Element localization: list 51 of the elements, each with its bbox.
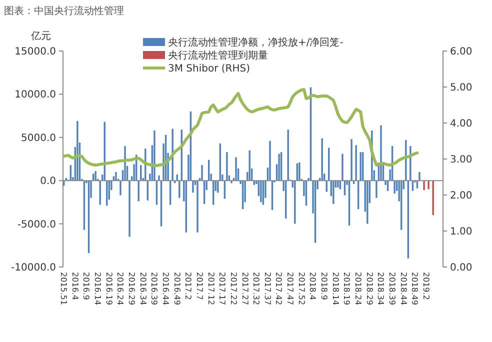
x-tick-label: 2017.2 <box>184 272 193 300</box>
x-tick-label: 2016.14 <box>93 272 102 306</box>
x-tick-label: 2016.4 <box>70 272 80 300</box>
x-tick-label: 2018.39 <box>388 272 397 306</box>
y2-tick-label: 4.00 <box>450 118 472 130</box>
x-tick-label: 2017.32 <box>252 272 261 306</box>
y2-tick-label: 1.00 <box>450 226 472 238</box>
x-tick-label: 2016.34 <box>138 272 148 306</box>
y2-tick-label: 2.00 <box>450 190 472 202</box>
x-tick-label: 2016.9 <box>82 272 91 300</box>
y-tick-label: 15000.0 <box>14 46 56 58</box>
legend-label: 央行流动性管理到期量 <box>168 50 268 62</box>
x-tick-label: 2017.7 <box>194 272 204 300</box>
y-tick-label: 10000.0 <box>14 90 56 101</box>
x-tick-label: 2017.52 <box>296 272 306 306</box>
x-tick-label: 2018.9 <box>320 272 329 300</box>
x-tick-label: 2018.19 <box>342 272 352 306</box>
x-tick-label: 2016.39 <box>150 272 159 306</box>
chart-title: 图表：中国央行流动性管理 <box>4 5 124 17</box>
x-tick-label: 2018.24 <box>354 272 363 306</box>
y-tick-label: 5000.0 <box>21 132 56 144</box>
x-tick-label: 2017.47 <box>286 272 295 306</box>
y-tick-label: -10000.0 <box>11 262 56 274</box>
x-tick-label: 2016.19 <box>104 272 114 306</box>
x-tick-label: 2017.37 <box>262 272 272 306</box>
x-tick-label: 2016.24 <box>116 272 125 306</box>
x-tick-label: 2017.22 <box>228 272 238 306</box>
x-tick-label: 2019.2 <box>421 272 430 300</box>
x-tick-label: 2018.49 <box>410 272 420 306</box>
y2-tick-label: 3.00 <box>450 154 472 166</box>
x-tick-label: 2018.44 <box>398 272 408 306</box>
y2-tick-label: 6.00 <box>450 46 472 58</box>
x-tick-label: 2017.42 <box>274 272 284 306</box>
x-tick-label: 2017.17 <box>218 272 227 306</box>
legend-label: 3M Shibor (RHS) <box>168 64 250 74</box>
x-tick-label: 2017.27 <box>240 272 250 306</box>
y-tick-label: 0.0 <box>40 176 56 188</box>
x-tick-label: 2017.12 <box>206 272 216 306</box>
y-axis-title: 亿元 <box>30 31 51 42</box>
x-tick-label: 2018.4 <box>308 272 318 300</box>
x-tick-label: 2016.49 <box>172 272 182 306</box>
x-tick-label: 2018.34 <box>376 272 386 306</box>
x-tick-label: 2016.44 <box>160 272 170 306</box>
y2-tick-label: 5.00 <box>450 82 472 94</box>
x-tick-label: 2018.29 <box>364 272 374 306</box>
x-tick-label: 2015.51 <box>59 272 68 306</box>
y-tick-label: -5000.0 <box>17 219 56 230</box>
x-tick-label: 2018.14 <box>330 272 340 306</box>
y2-tick-label: 0.00 <box>450 262 472 274</box>
legend-label: 央行流动性管理净额，净投放+/净回笼- <box>168 36 344 48</box>
x-tick-label: 2016.29 <box>127 272 136 306</box>
